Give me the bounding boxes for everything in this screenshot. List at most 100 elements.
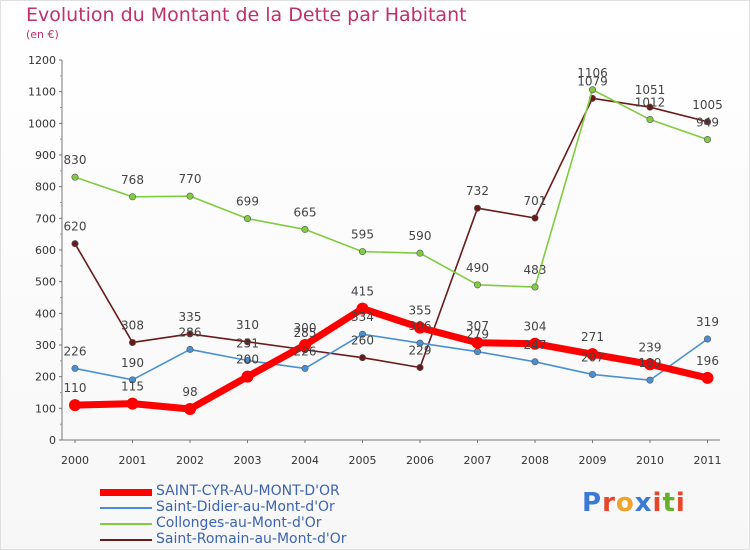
legend-swatch — [100, 523, 152, 525]
logo-letter: o — [615, 488, 635, 518]
y-tick-label: 1100 — [28, 86, 56, 99]
data-point — [701, 371, 714, 384]
data-point — [299, 339, 311, 351]
logo-letter: i — [675, 488, 686, 518]
data-label: 286 — [179, 325, 202, 339]
y-tick-label: 0 — [49, 434, 56, 447]
data-labels: 620 308 335 310 285 260 229 732 701 1079 1051 1005 8… — [64, 66, 723, 399]
logo-letter: x — [634, 488, 653, 518]
data-label: 239 — [639, 340, 662, 354]
data-point — [703, 335, 711, 343]
legend-swatch — [100, 539, 152, 541]
data-point — [186, 330, 194, 338]
data-label: 770 — [179, 172, 202, 186]
logo-letter: i — [652, 488, 663, 518]
series-line — [74, 88, 708, 288]
data-point — [241, 370, 254, 383]
data-point — [644, 358, 656, 371]
x-tick-label: 2008 — [521, 454, 549, 467]
logo-letter: r — [602, 488, 616, 518]
data-point — [71, 364, 79, 372]
y-tick-label: 1000 — [28, 117, 56, 130]
data-point — [588, 86, 596, 94]
data-point — [531, 283, 539, 291]
data-label: 620 — [64, 220, 87, 234]
data-point — [244, 338, 252, 346]
data-label: 665 — [294, 205, 317, 219]
data-label: 1005 — [692, 98, 723, 112]
data-label: 590 — [409, 229, 432, 243]
x-tick-label: 2009 — [579, 454, 607, 467]
logo-letter: P — [582, 488, 603, 518]
proxiti-logo: Proxiti — [582, 488, 686, 518]
data-label: 247 — [524, 338, 547, 352]
data-point — [358, 330, 366, 338]
data-point — [71, 240, 79, 248]
data-label: 699 — [236, 195, 259, 209]
x-tick-label: 2005 — [349, 454, 377, 467]
data-label: 732 — [466, 184, 489, 198]
data-point — [414, 321, 426, 334]
x-tick-label: 2000 — [61, 454, 89, 467]
data-label: 271 — [581, 330, 604, 344]
data-label: 115 — [121, 380, 144, 394]
data-point — [126, 397, 139, 410]
chart-unit: (en €) — [26, 28, 59, 41]
data-point — [129, 193, 137, 201]
data-label: 285 — [294, 326, 317, 340]
data-label: 307 — [466, 319, 489, 333]
data-label: 229 — [409, 343, 432, 357]
legend-swatch — [100, 507, 152, 509]
data-point — [703, 118, 711, 126]
x-tick-label: 2003 — [234, 454, 262, 467]
data-label: 490 — [466, 261, 489, 275]
data-label: 1079 — [577, 74, 608, 88]
x-tick-label: 2002 — [176, 454, 204, 467]
data-label: 355 — [409, 304, 432, 318]
data-label: 306 — [409, 319, 432, 333]
data-point — [184, 402, 196, 415]
data-point — [244, 357, 252, 365]
data-label: 200 — [236, 353, 259, 367]
data-point — [356, 302, 369, 315]
y-tick-label: 900 — [35, 149, 56, 162]
data-label: 830 — [64, 153, 87, 167]
data-point — [358, 354, 366, 362]
data-point — [301, 225, 309, 233]
data-label: 1012 — [635, 96, 666, 110]
y-tick-label: 400 — [35, 307, 56, 320]
data-label: 768 — [121, 173, 144, 187]
data-point — [586, 348, 599, 361]
data-point — [71, 173, 79, 181]
x-tick-label: 2010 — [636, 454, 664, 467]
data-label: 196 — [696, 354, 719, 368]
series-line — [74, 333, 708, 381]
data-point — [646, 116, 654, 124]
data-label: 251 — [236, 337, 259, 351]
data-point — [416, 363, 424, 371]
data-point — [588, 370, 596, 378]
data-label: 1106 — [577, 66, 608, 80]
x-tick-label: 2007 — [464, 454, 492, 467]
data-label: 110 — [64, 381, 87, 395]
data-point — [471, 336, 484, 349]
data-label: 335 — [179, 310, 202, 324]
data-label: 207 — [581, 350, 604, 364]
data-label: 226 — [294, 344, 317, 358]
data-point — [358, 248, 366, 256]
data-label: 949 — [696, 115, 719, 129]
data-point — [529, 337, 541, 350]
legend-label: Saint-Didier-au-Mont-d'Or — [156, 499, 335, 515]
y-tick-label: 600 — [35, 244, 56, 257]
chart-title: Evolution du Montant de la Dette par Hab… — [26, 4, 467, 26]
data-label: 415 — [351, 285, 374, 299]
data-label: 300 — [294, 321, 317, 335]
data-point — [416, 339, 424, 347]
data-label: 190 — [121, 356, 144, 370]
x-tick-label: 2001 — [119, 454, 147, 467]
data-label: 260 — [351, 334, 374, 348]
logo-letter: t — [662, 488, 676, 518]
data-label: 701 — [524, 194, 547, 208]
